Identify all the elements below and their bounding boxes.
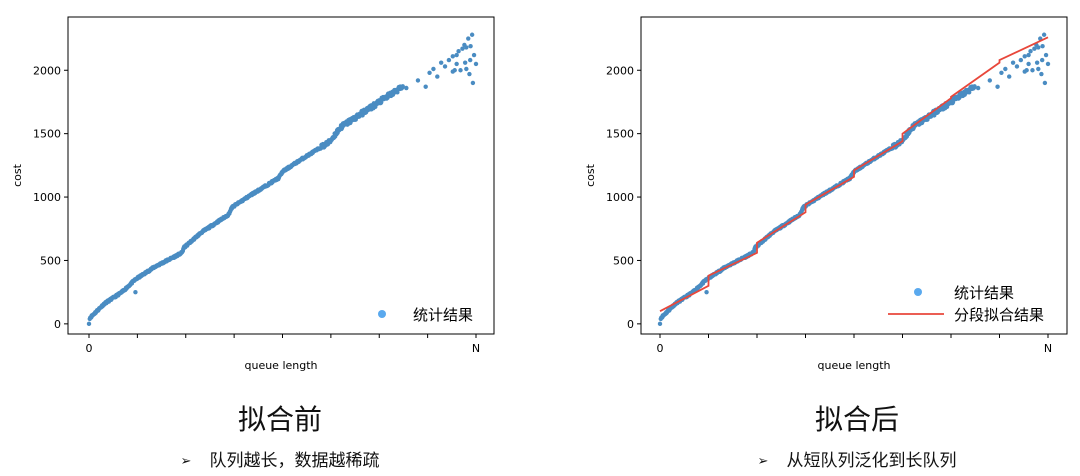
scatter-point xyxy=(86,321,92,327)
scatter-point xyxy=(1045,61,1051,67)
scatter-point xyxy=(473,61,479,67)
scatter-point xyxy=(467,71,472,77)
scatter-point xyxy=(442,64,448,69)
y-tick-label: 2000 xyxy=(33,64,61,77)
scatter-point xyxy=(423,84,428,89)
scatter-point xyxy=(999,70,1004,75)
scatter-point xyxy=(133,289,138,295)
left-bullet-text: 队列越长，数据越稀疏 xyxy=(209,451,380,471)
legend-label: 统计结果 xyxy=(413,306,473,324)
scatter-point xyxy=(1028,49,1033,54)
scatter-point xyxy=(470,80,476,86)
scatter-point xyxy=(460,46,465,51)
x-tick-label: 0 xyxy=(657,342,664,355)
scatter-point xyxy=(471,52,477,58)
scatter-point xyxy=(468,43,473,49)
scatter-point xyxy=(1042,80,1048,86)
scatter-point xyxy=(462,60,468,65)
scatter-point xyxy=(1026,52,1031,58)
right-bullet: ➢ 从短队列泛化到长队列 xyxy=(717,446,997,471)
x-tick-label: N xyxy=(472,342,480,355)
plot-frame xyxy=(67,16,495,335)
scatter-point xyxy=(1032,46,1037,51)
scatter-point xyxy=(975,85,981,91)
scatter-point xyxy=(704,289,709,295)
y-tick-label: 500 xyxy=(613,254,634,267)
y-tick-label: 500 xyxy=(40,254,61,267)
y-tick-label: 0 xyxy=(627,318,634,331)
scatter-point xyxy=(1022,54,1027,59)
scatter-point xyxy=(1007,74,1012,79)
scatter-point xyxy=(431,66,436,72)
x-tick-label: N xyxy=(1044,342,1052,355)
scatter-point xyxy=(1010,60,1016,65)
scatter-point xyxy=(469,32,475,37)
scatter-point xyxy=(1041,32,1047,37)
scatter-point xyxy=(458,68,463,73)
left-bullet: ➢ 队列越长，数据越稀疏 xyxy=(140,446,420,471)
x-axis-label: queue length xyxy=(817,359,890,372)
y-axis-label: cost xyxy=(11,163,24,187)
scatter-point xyxy=(972,84,977,89)
y-axis-label: cost xyxy=(584,163,597,187)
scatter-point xyxy=(657,321,663,327)
scatter-point xyxy=(454,61,459,67)
scatter-point xyxy=(1040,43,1045,49)
scatter-point xyxy=(1036,45,1041,50)
arrow-bullet-icon: ➢ xyxy=(757,454,769,469)
legend-label: 统计结果 xyxy=(954,284,1014,302)
scatter-point xyxy=(464,45,469,50)
legend-label: 分段拟合结果 xyxy=(954,306,1044,324)
y-tick-label: 1500 xyxy=(606,128,634,141)
right-title: 拟合后 xyxy=(814,403,899,436)
fit-line xyxy=(659,36,1049,312)
scatter-point xyxy=(1014,64,1020,69)
scatter-point xyxy=(1018,57,1024,63)
scatter-point xyxy=(1022,69,1027,74)
scatter-point xyxy=(1026,61,1031,67)
scatter-point xyxy=(466,36,471,41)
right-bullet-text: 从短队列泛化到长队列 xyxy=(786,451,957,471)
scatter-point xyxy=(995,84,1000,89)
y-tick-label: 1500 xyxy=(33,128,61,141)
scatter-point xyxy=(446,57,452,63)
scatter-point xyxy=(464,66,469,72)
scatter-point xyxy=(450,69,455,74)
scatter-point xyxy=(404,85,409,91)
scatter-point xyxy=(400,84,405,89)
scatter-point xyxy=(987,78,992,83)
left-title: 拟合前 xyxy=(237,403,322,436)
legend-marker xyxy=(914,288,922,296)
y-tick-label: 2000 xyxy=(606,64,634,77)
scatter-point xyxy=(1003,66,1008,72)
scatter-point xyxy=(456,49,461,54)
y-tick-label: 1000 xyxy=(33,191,61,204)
scatter-point xyxy=(1039,57,1045,63)
scatter-point xyxy=(1036,66,1041,72)
scatter-point xyxy=(415,78,421,83)
scatter-point xyxy=(454,52,459,58)
legend-marker xyxy=(378,310,386,318)
scatter-point xyxy=(427,70,432,75)
scatter-point xyxy=(1030,68,1035,73)
scatter-point xyxy=(467,57,473,63)
scatter-point xyxy=(1034,60,1040,65)
y-tick-label: 0 xyxy=(54,318,61,331)
scatter-point xyxy=(450,54,455,59)
arrow-bullet-icon: ➢ xyxy=(180,454,192,469)
scatter-point xyxy=(435,74,440,79)
y-tick-label: 1000 xyxy=(606,191,634,204)
x-axis-label: queue length xyxy=(244,359,317,372)
scatter-point xyxy=(1043,52,1049,58)
scatter-point xyxy=(1039,71,1044,77)
x-tick-label: 0 xyxy=(86,342,93,355)
scatter-point xyxy=(438,60,444,65)
